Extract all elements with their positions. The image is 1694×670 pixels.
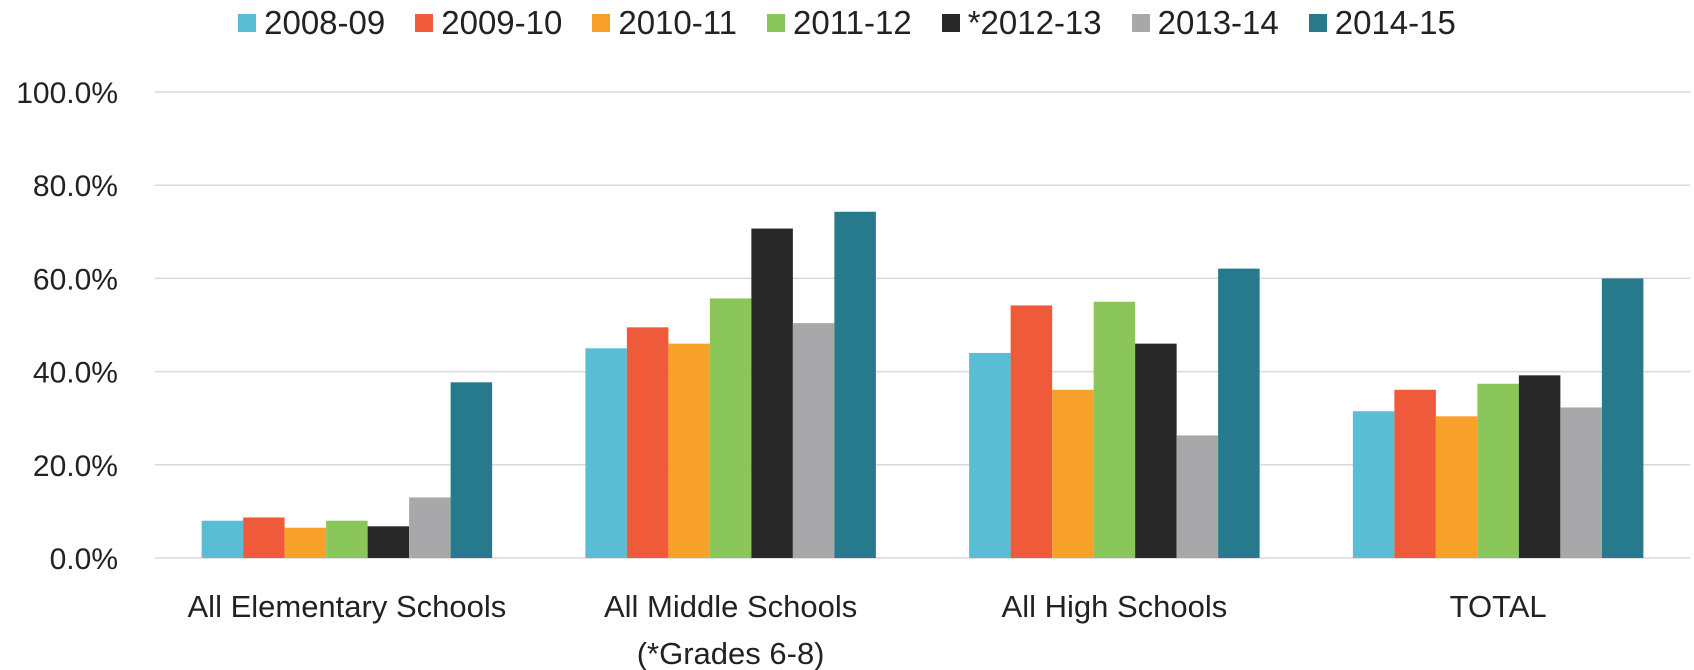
x-tick-label: TOTAL [1450,589,1547,624]
y-tick-label: 60.0% [33,263,118,296]
y-tick-label: 0.0% [50,543,118,576]
legend-item: *2012-13 [941,4,1102,42]
bar [1176,435,1219,558]
bar [284,527,327,558]
y-tick-label: 100.0% [16,77,118,110]
legend-label: 2013-14 [1157,4,1279,41]
y-axis-ticks: 0.0% 20.0% 40.0% 60.0% 80.0% 100.0% [16,77,118,576]
x-tick-label: (*Grades 6-8) [637,636,825,670]
legend-label: 2009-10 [441,4,563,41]
bar [1135,343,1177,558]
x-tick-label: All High Schools [1002,589,1228,624]
y-tick-label: 80.0% [33,170,118,203]
bar [1052,389,1094,558]
x-tick-label: All Elementary Schools [188,589,507,624]
legend-item: 2008-09 [238,4,385,42]
legend-swatch [941,14,960,32]
bar [585,348,627,558]
bar [1093,301,1136,558]
legend-swatch [592,14,611,32]
legend-label: 2011-12 [793,4,912,41]
legend-item: 2009-10 [415,4,562,42]
bar [1518,375,1561,558]
legend-swatch [415,14,434,32]
bar [1560,407,1602,558]
bar [1435,416,1478,558]
legend-item: 2013-14 [1131,4,1279,42]
bar [751,228,793,558]
legend-item: 2011-12 [767,4,912,42]
bar [1394,389,1436,558]
x-axis-labels: All Elementary Schools All Middle Schools… [188,589,1547,670]
bar [709,298,752,558]
bar [969,352,1011,558]
bar [367,526,410,558]
bar [201,520,244,558]
x-tick-label: All Middle Schools [604,589,857,624]
legend-item: 2010-11 [592,4,737,42]
bar [626,327,669,558]
bar [834,211,876,558]
bar [792,323,835,558]
bar [326,520,368,558]
bar [409,497,451,558]
legend-label: *2012-13 [967,4,1102,41]
legend-label: 2008-09 [264,4,386,41]
legend-label: 2010-11 [618,4,738,41]
y-tick-label: 20.0% [33,450,118,483]
legend-label: 2014-15 [1334,4,1456,41]
bar [243,517,285,558]
bars [201,211,1644,558]
legend-swatch [1131,14,1150,32]
legend-swatch [238,14,257,32]
bar [450,382,493,558]
bar [1601,278,1644,558]
legend-swatch [767,14,786,32]
y-tick-label: 40.0% [33,357,118,390]
bar [1010,305,1053,558]
legend-item: 2014-15 [1308,4,1456,42]
legend-swatch [1308,14,1327,32]
legend: 2008-09 2009-10 2010-11 2011-12 *2012-13 2013… [0,4,1694,42]
bar [1218,268,1260,558]
bar [1477,383,1519,558]
bar [1352,411,1395,558]
bar [668,343,710,558]
